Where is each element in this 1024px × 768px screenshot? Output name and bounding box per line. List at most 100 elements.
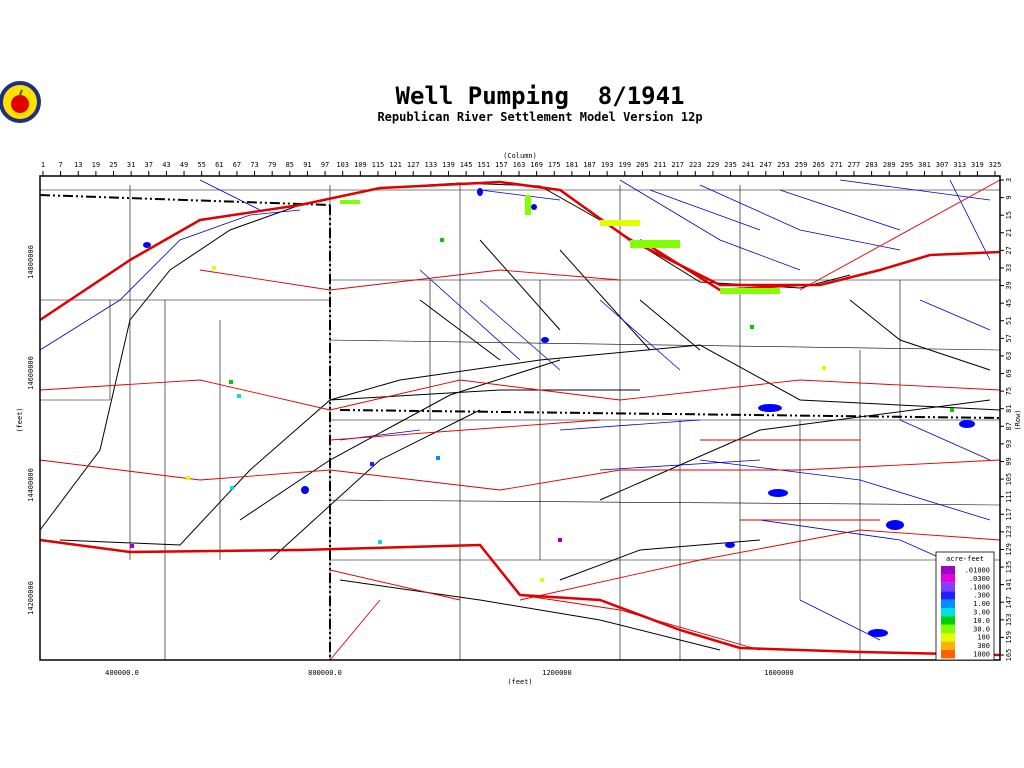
legend-swatch — [941, 566, 955, 575]
column-tick-label: 85 — [286, 161, 294, 169]
column-tick-label: 241 — [742, 161, 755, 169]
row-tick-label: 81 — [1005, 404, 1013, 412]
column-tick-label: 211 — [654, 161, 667, 169]
row-tick-label: 159 — [1005, 631, 1013, 644]
column-label: (Column) — [503, 152, 537, 160]
column-tick-label: 217 — [671, 161, 684, 169]
column-tick-label: 1 — [41, 161, 45, 169]
column-tick-label: 193 — [601, 161, 614, 169]
row-tick-label: 27 — [1005, 246, 1013, 254]
column-tick-label: 133 — [425, 161, 438, 169]
row-label: (Row) — [1014, 409, 1022, 430]
legend-swatch — [941, 574, 955, 583]
x-tick-label: 400000.0 — [105, 669, 139, 677]
column-tick-label: 187 — [583, 161, 596, 169]
row-tick-label: 21 — [1005, 229, 1013, 237]
column-tick-label: 67 — [233, 161, 241, 169]
row-tick-label: 51 — [1005, 317, 1013, 325]
column-tick-label: 13 — [74, 161, 82, 169]
legend-label: 1000 — [973, 651, 990, 659]
legend-swatch — [941, 599, 955, 608]
column-tick-label: 7 — [59, 161, 63, 169]
column-tick-label: 175 — [548, 161, 561, 169]
row-tick-label: 117 — [1005, 508, 1013, 521]
row-tick-label: 147 — [1005, 596, 1013, 609]
well-cells — [130, 195, 954, 582]
column-tick-label: 289 — [883, 161, 896, 169]
legend-label: .300 — [973, 592, 990, 600]
legend-swatch — [941, 624, 955, 634]
lakes — [143, 188, 975, 637]
row-tick-label: 45 — [1005, 299, 1013, 307]
column-tick-label: 91 — [303, 161, 311, 169]
column-tick-label: 319 — [971, 161, 984, 169]
legend-swatch — [941, 608, 955, 617]
column-tick-label: 115 — [372, 161, 385, 169]
y-tick-label: 14200000 — [27, 581, 35, 615]
column-tick-label: 265 — [812, 161, 825, 169]
column-tick-label: 109 — [354, 161, 367, 169]
legend-swatch — [941, 650, 955, 659]
row-tick-label: 9 — [1005, 195, 1013, 199]
column-tick-label: 97 — [321, 161, 329, 169]
column-tick-label: 199 — [618, 161, 631, 169]
legend-label: 100 — [977, 634, 990, 642]
legend-swatch — [941, 633, 955, 642]
row-tick-label: 141 — [1005, 578, 1013, 591]
column-tick-label: 157 — [495, 161, 508, 169]
row-tick-label: 33 — [1005, 264, 1013, 272]
column-tick-label: 49 — [180, 161, 188, 169]
column-tick-label: 283 — [865, 161, 878, 169]
column-tick-label: 295 — [901, 161, 914, 169]
x-tick-label: 800000.0 — [308, 669, 342, 677]
row-tick-label: 135 — [1005, 561, 1013, 574]
column-tick-label: 31 — [127, 161, 135, 169]
legend-swatch — [941, 616, 955, 625]
row-tick-label: 3 — [1005, 178, 1013, 182]
column-tick-label: 121 — [389, 161, 402, 169]
column-tick-label: 205 — [636, 161, 649, 169]
row-tick-label: 39 — [1005, 281, 1013, 289]
x-tick-label: 1600000 — [764, 669, 794, 677]
column-tick-label: 37 — [145, 161, 153, 169]
legend-swatch — [941, 582, 955, 592]
column-tick-label: 25 — [109, 161, 117, 169]
y-axis-label: (feet) — [16, 407, 24, 432]
column-tick-label: 181 — [566, 161, 579, 169]
column-tick-label: 127 — [407, 161, 420, 169]
column-tick-label: 259 — [795, 161, 808, 169]
row-tick-label: 57 — [1005, 334, 1013, 342]
logo — [0, 81, 41, 123]
row-tick-label: 75 — [1005, 387, 1013, 395]
column-tick-label: 61 — [215, 161, 223, 169]
column-tick-label: 151 — [477, 161, 490, 169]
title: Well Pumping 8/1941 — [396, 82, 685, 110]
row-tick-label: 69 — [1005, 369, 1013, 377]
row-tick-label: 129 — [1005, 543, 1013, 556]
legend-label: 30.0 — [973, 625, 990, 633]
subtitle: Republican River Settlement Model Versio… — [377, 110, 702, 124]
legend-label: .1000 — [969, 583, 990, 591]
map-features — [39, 179, 1001, 661]
column-tick-label: 253 — [777, 161, 790, 169]
column-tick-label: 139 — [442, 161, 455, 169]
column-tick-label: 235 — [724, 161, 737, 169]
column-tick-label: 145 — [460, 161, 473, 169]
legend-label: .0300 — [969, 575, 990, 583]
column-tick-label: 247 — [759, 161, 772, 169]
row-tick-label: 105 — [1005, 473, 1013, 486]
column-tick-label: 55 — [197, 161, 205, 169]
row-tick-label: 63 — [1005, 352, 1013, 360]
column-tick-label: 163 — [513, 161, 526, 169]
row-tick-label: 87 — [1005, 422, 1013, 430]
column-tick-label: 103 — [336, 161, 349, 169]
column-tick-label: 43 — [162, 161, 170, 169]
column-tick-label: 313 — [953, 161, 966, 169]
column-tick-label: 277 — [848, 161, 861, 169]
column-tick-label: 73 — [250, 161, 258, 169]
column-tick-label: 325 — [989, 161, 1002, 169]
row-tick-label: 153 — [1005, 613, 1013, 626]
column-tick-label: 223 — [689, 161, 702, 169]
map-frame — [39, 175, 1001, 661]
